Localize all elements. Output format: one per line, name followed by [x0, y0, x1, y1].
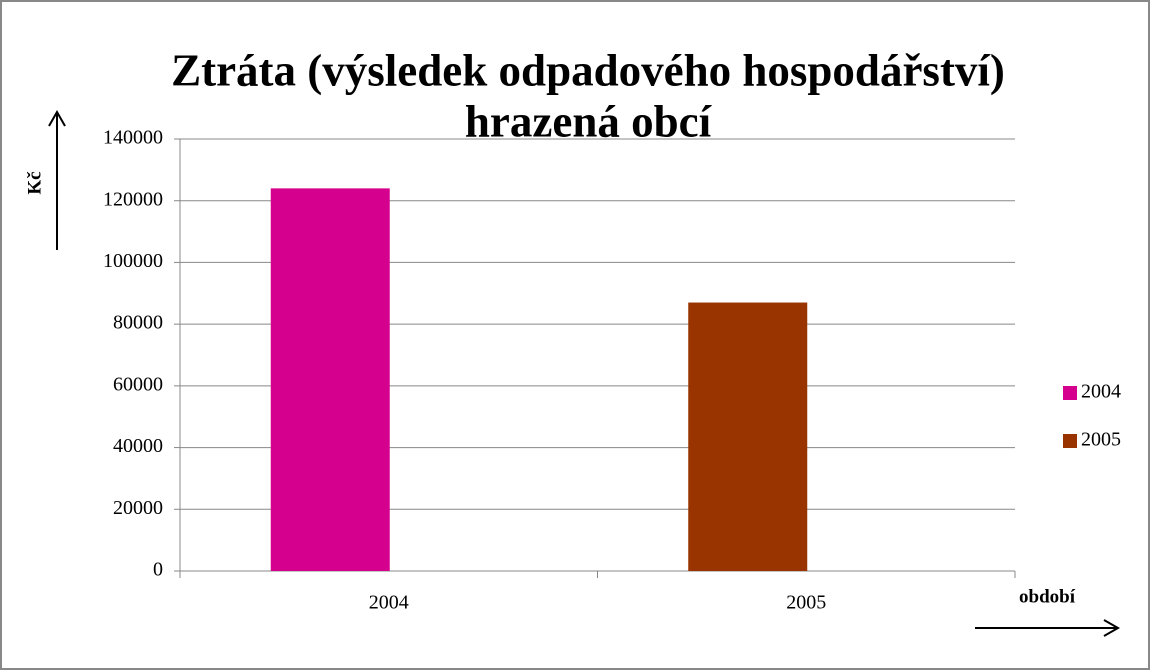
- legend-swatch: [1063, 434, 1077, 448]
- x-tick-label: 2004: [369, 592, 409, 614]
- y-tick-label: 40000: [113, 435, 163, 457]
- y-arrow: [48, 109, 66, 250]
- y-tick-label: 80000: [113, 312, 163, 334]
- y-tick-label: 120000: [103, 188, 163, 210]
- legend-label: 2005: [1081, 429, 1121, 451]
- bar: [688, 302, 808, 571]
- y-tick-label: 60000: [113, 373, 163, 395]
- y-tick-label: 20000: [113, 497, 163, 519]
- x-arrow: [975, 619, 1121, 637]
- chart-title: Ztráta (výsledek odpadového hospodářství…: [171, 45, 1005, 95]
- y-tick-label: 100000: [103, 250, 163, 272]
- bar: [270, 188, 390, 571]
- y-tick-label: 140000: [103, 127, 163, 149]
- x-axis-label: období: [1019, 586, 1076, 607]
- y-axis-label: Kč: [24, 171, 45, 194]
- y-tick-label: 0: [153, 559, 163, 581]
- legend-label: 2004: [1081, 381, 1121, 403]
- x-tick-label: 2005: [786, 592, 826, 614]
- chart-title: hrazená obcí: [465, 96, 713, 146]
- legend-swatch: [1063, 386, 1077, 400]
